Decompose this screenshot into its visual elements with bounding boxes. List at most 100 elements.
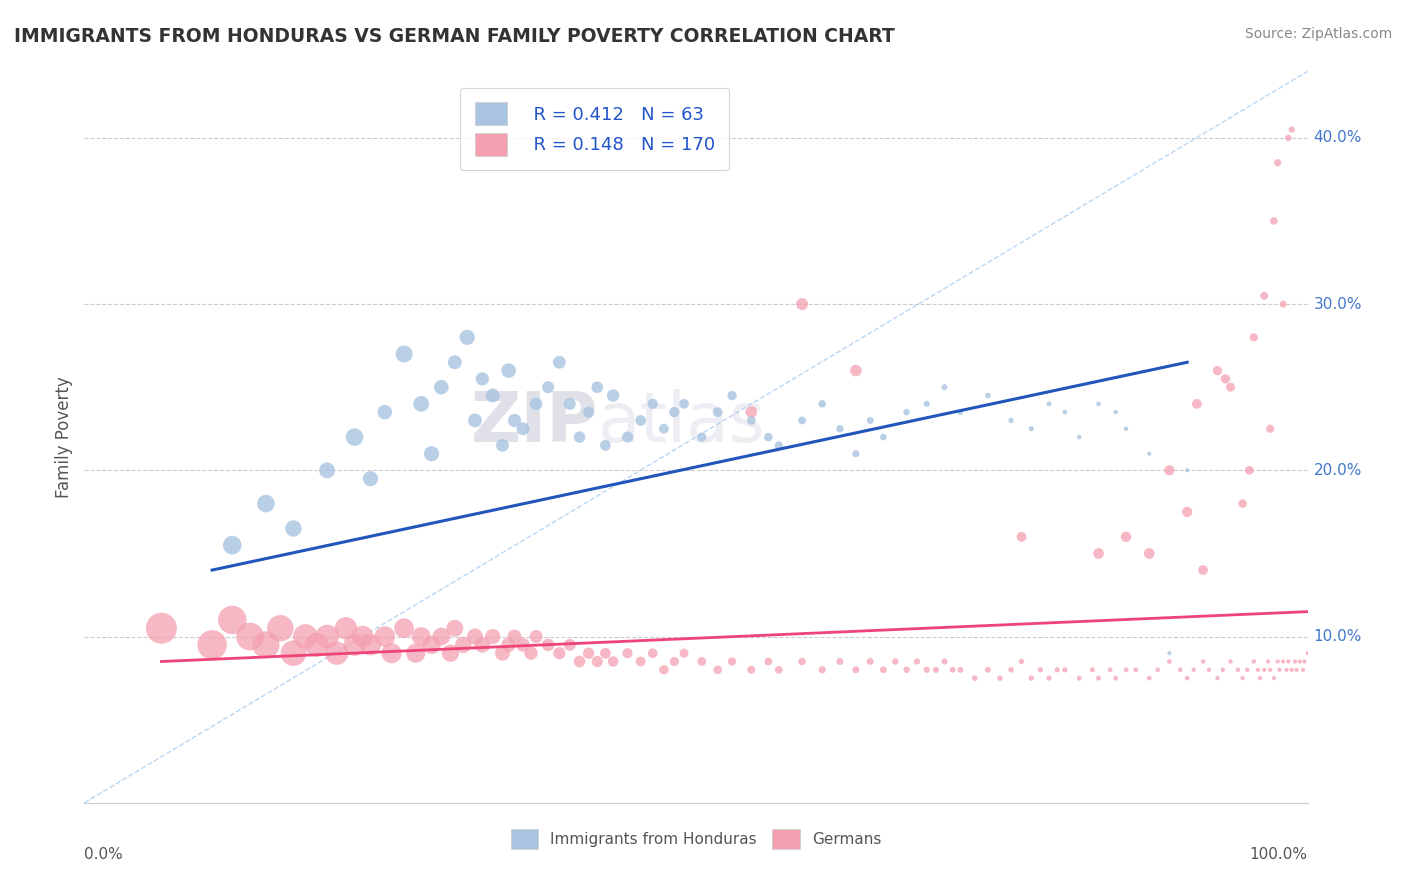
Point xyxy=(630,655,652,669)
Point xyxy=(443,355,465,369)
Point xyxy=(616,646,638,660)
Point xyxy=(1219,380,1241,394)
Point xyxy=(1115,422,1137,436)
Point xyxy=(283,521,305,535)
Point xyxy=(254,497,277,511)
Text: 0.0%: 0.0% xyxy=(84,847,124,862)
Point xyxy=(1104,405,1126,419)
Point xyxy=(845,663,868,677)
Point xyxy=(405,646,427,660)
Point xyxy=(1249,671,1271,685)
Point xyxy=(239,630,262,644)
Text: 10.0%: 10.0% xyxy=(1313,629,1362,644)
Point xyxy=(758,430,780,444)
Point xyxy=(1137,671,1160,685)
Point xyxy=(740,413,762,427)
Point xyxy=(1182,663,1205,677)
Point xyxy=(672,646,695,660)
Point xyxy=(1087,671,1109,685)
Point xyxy=(1219,655,1241,669)
Point xyxy=(471,372,494,386)
Point xyxy=(568,655,591,669)
Point xyxy=(537,380,560,394)
Point xyxy=(481,388,503,402)
Point xyxy=(1292,663,1315,677)
Point xyxy=(283,646,305,660)
Point xyxy=(1099,663,1122,677)
Point xyxy=(1206,363,1229,377)
Point xyxy=(1277,655,1299,669)
Point xyxy=(988,671,1011,685)
Point xyxy=(977,388,1000,402)
Point xyxy=(1081,663,1104,677)
Point xyxy=(1212,663,1234,677)
Point xyxy=(1236,663,1258,677)
Point xyxy=(1053,405,1076,419)
Point xyxy=(884,655,907,669)
Point xyxy=(374,405,396,419)
Point xyxy=(503,630,526,644)
Text: atlas: atlas xyxy=(598,389,766,456)
Point xyxy=(925,663,948,677)
Point xyxy=(568,430,591,444)
Y-axis label: Family Poverty: Family Poverty xyxy=(55,376,73,498)
Point xyxy=(915,663,938,677)
Point xyxy=(641,646,664,660)
Point xyxy=(1284,655,1306,669)
Point xyxy=(1226,663,1249,677)
Point xyxy=(1253,289,1275,303)
Point xyxy=(586,380,609,394)
Point xyxy=(1115,530,1137,544)
Point xyxy=(269,621,291,635)
Point xyxy=(1019,422,1042,436)
Point xyxy=(690,430,713,444)
Text: 20.0%: 20.0% xyxy=(1313,463,1362,478)
Point xyxy=(602,388,624,402)
Point xyxy=(1281,663,1303,677)
Point xyxy=(963,671,986,685)
Point xyxy=(949,405,972,419)
Point xyxy=(652,663,675,677)
Point xyxy=(1296,646,1319,660)
Point xyxy=(1272,655,1295,669)
Point xyxy=(201,638,224,652)
Point xyxy=(896,663,918,677)
Point xyxy=(595,438,617,452)
Point xyxy=(221,613,243,627)
Point xyxy=(524,397,547,411)
Point xyxy=(1125,663,1147,677)
Point xyxy=(503,413,526,427)
Point xyxy=(1175,671,1198,685)
Point xyxy=(374,630,396,644)
Point xyxy=(1243,655,1265,669)
Point xyxy=(491,646,513,660)
Point xyxy=(828,655,851,669)
Point xyxy=(1258,663,1281,677)
Point xyxy=(430,380,453,394)
Point xyxy=(420,447,443,461)
Point xyxy=(548,355,571,369)
Point xyxy=(1175,505,1198,519)
Point xyxy=(1011,655,1033,669)
Point xyxy=(1267,655,1289,669)
Point xyxy=(942,663,965,677)
Point xyxy=(1159,655,1181,669)
Point xyxy=(1288,655,1310,669)
Point xyxy=(1281,122,1303,136)
Point xyxy=(1206,671,1229,685)
Point xyxy=(439,646,461,660)
Point xyxy=(641,397,664,411)
Point xyxy=(392,347,415,361)
Point xyxy=(471,638,494,652)
Text: 40.0%: 40.0% xyxy=(1313,130,1362,145)
Point xyxy=(934,655,956,669)
Point xyxy=(740,663,762,677)
Point xyxy=(790,655,813,669)
Point xyxy=(1159,646,1181,660)
Point xyxy=(859,655,882,669)
Point xyxy=(456,330,478,344)
Point xyxy=(420,638,443,652)
Point xyxy=(1272,297,1295,311)
Point xyxy=(481,630,503,644)
Point xyxy=(1069,430,1091,444)
